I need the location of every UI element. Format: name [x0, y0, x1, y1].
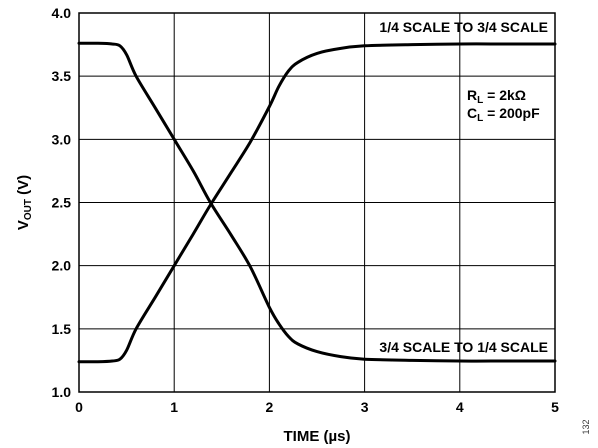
y-tick-label: 4.0: [52, 5, 72, 21]
load-capacitance-subscript: L: [477, 113, 483, 124]
y-axis-title: VOUT (V): [15, 175, 34, 230]
annotation-load-resistance: RL = 2kΩ: [467, 87, 526, 106]
x-tick-label: 2: [266, 399, 274, 415]
series-line-falling: [77, 41, 557, 363]
y-tick-label: 2.0: [52, 258, 72, 274]
load-resistance-subscript: L: [477, 95, 483, 106]
load-resistance-value: = 2kΩ: [483, 87, 526, 103]
figure-id: 132: [581, 419, 591, 434]
x-tick-label: 5: [551, 399, 559, 415]
y-tick-label: 1.5: [52, 321, 72, 337]
load-capacitance-value: = 200pF: [483, 105, 540, 121]
load-resistance-symbol: R: [467, 87, 477, 103]
x-axis-title: TIME (µs): [284, 428, 351, 445]
x-tick-label: 4: [456, 399, 464, 415]
series-layer: [77, 41, 557, 364]
plot-frame: [78, 12, 556, 393]
x-tick-label: 1: [170, 399, 178, 415]
y-axis-title-main: V: [15, 220, 32, 230]
x-tick-label: 0: [75, 399, 83, 415]
y-axis-title-subscript: OUT: [23, 199, 34, 220]
series-line-rising: [77, 42, 557, 364]
annotation-load-capacitance: CL = 200pF: [467, 105, 540, 124]
x-tick-label: 3: [361, 399, 369, 415]
y-tick-label: 1.0: [52, 384, 72, 400]
grid: [79, 13, 555, 392]
annotation-rising-curve: 1/4 SCALE TO 3/4 SCALE: [379, 19, 548, 35]
y-tick-label: 2.5: [52, 195, 72, 211]
y-axis-title-unit: (V): [15, 175, 32, 199]
y-tick-labels: 1.0 1.5 2.0 2.5 3.0 3.5 4.0: [52, 5, 72, 400]
annotation-falling-curve: 3/4 SCALE TO 1/4 SCALE: [379, 339, 548, 355]
y-tick-label: 3.5: [52, 68, 72, 84]
y-tick-label: 3.0: [52, 131, 72, 147]
load-capacitance-symbol: C: [467, 105, 477, 121]
x-tick-labels: 0 1 2 3 4 5: [75, 399, 559, 415]
